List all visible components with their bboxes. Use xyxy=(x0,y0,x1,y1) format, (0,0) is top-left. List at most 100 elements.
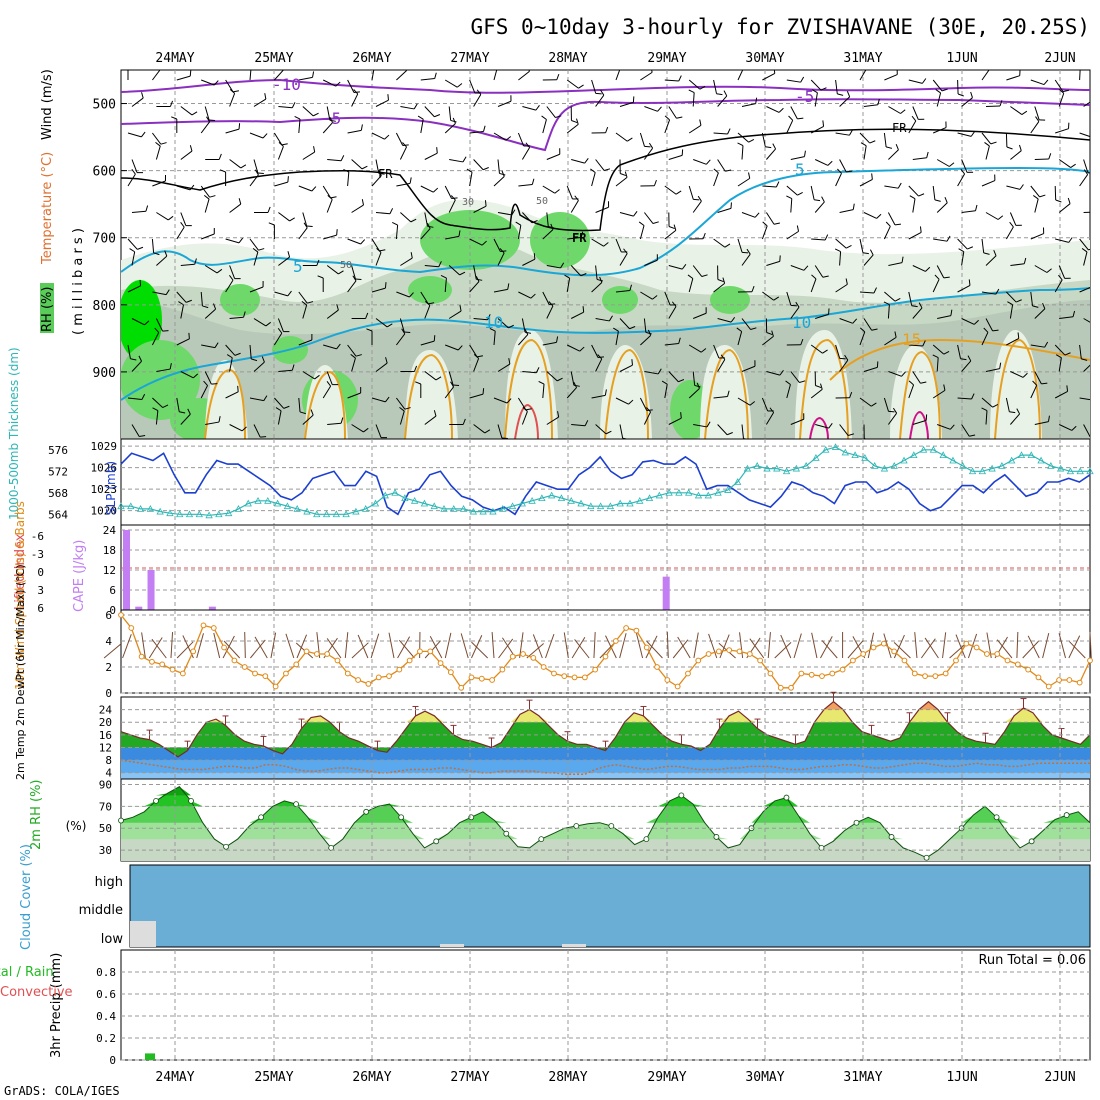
contour-label-5-b: 5 xyxy=(795,160,805,179)
wind-barb xyxy=(741,424,744,439)
wind-barb xyxy=(839,96,851,107)
wind-barb xyxy=(152,180,166,187)
wind-barb xyxy=(546,305,554,319)
wind-barb xyxy=(985,318,994,332)
wind10m-point xyxy=(685,670,691,677)
rh2m-grid xyxy=(121,779,1090,861)
wind-barb xyxy=(713,172,719,187)
rh2m-tick-label: 30 xyxy=(99,844,112,857)
ylabel-rh: RH (%) xyxy=(40,287,55,332)
wind-barb-flag xyxy=(409,292,414,298)
wind-barb-flag xyxy=(699,85,706,90)
wind-barb xyxy=(351,93,359,107)
wind-barb xyxy=(863,318,873,331)
wind-barb-flag xyxy=(141,92,144,99)
wind-barb xyxy=(936,357,939,372)
wind-barb xyxy=(448,106,452,121)
wind-barb xyxy=(375,212,390,215)
wind-barb xyxy=(961,251,965,266)
wind-barb-flag xyxy=(258,248,265,251)
wind-barb xyxy=(225,79,234,93)
wind-barb xyxy=(961,360,972,372)
wind-barb-flag xyxy=(1019,184,1024,190)
wind10m-barb xyxy=(1068,635,1081,659)
wind-barb-flag xyxy=(185,299,192,303)
wind-barb xyxy=(302,151,315,160)
precip-bar xyxy=(145,1053,155,1060)
wind-barb-flag xyxy=(355,278,362,281)
wind-barb xyxy=(1083,364,1090,372)
wind-barb xyxy=(1010,106,1023,115)
wind-barb-flag xyxy=(152,407,159,412)
wind-barb xyxy=(473,265,477,280)
wind-barb-flag xyxy=(404,407,411,410)
wind-barb xyxy=(298,185,313,192)
wind-barb xyxy=(518,334,529,346)
wind-barb xyxy=(761,225,768,240)
wind-barb xyxy=(985,368,1000,372)
slp-tick-label: 1020 xyxy=(91,505,118,518)
wind10m-tick-label: 0 xyxy=(105,687,112,700)
wind-barb-flag xyxy=(1016,408,1021,415)
thickness-point xyxy=(959,462,967,469)
thickness-slp-axis: 1029 1026 1023 1020 576 572 568 564 xyxy=(48,440,117,521)
wind-barb xyxy=(469,238,483,246)
wind10m-barb xyxy=(1089,632,1092,659)
wind-barb-flag xyxy=(629,284,632,291)
wind-barb xyxy=(399,410,405,425)
wind10m-barb xyxy=(942,632,947,659)
wind-barb-flag xyxy=(501,437,508,439)
wind-barb-flag xyxy=(820,87,827,91)
wind-barb-flag xyxy=(361,199,364,206)
wind-barb xyxy=(229,316,244,319)
wind-barb xyxy=(473,424,486,434)
ylabel-cape: CAPE (J/kg) xyxy=(72,540,87,612)
wind-barb xyxy=(1058,424,1073,431)
wind-barb-flag xyxy=(694,384,701,388)
wind-barb-flag xyxy=(1041,382,1048,385)
wind-barb-flag xyxy=(489,327,496,332)
wind-barb xyxy=(155,318,163,332)
wind-barb-flag xyxy=(975,204,978,211)
wind-barb-flag xyxy=(740,63,744,67)
wind-barb xyxy=(1006,75,1020,81)
cloud-level-high: high xyxy=(95,875,123,890)
wind-barb-flag xyxy=(678,337,681,344)
wind-barb xyxy=(595,424,607,435)
wind-barb xyxy=(395,132,404,146)
wind-barb-flag xyxy=(892,407,898,414)
wind-barb xyxy=(444,386,455,399)
wind-barb xyxy=(737,132,749,143)
wind-barb xyxy=(664,384,668,399)
wind10m-point xyxy=(169,666,176,673)
wind-barb xyxy=(273,132,283,146)
wind10m-point xyxy=(1045,683,1052,690)
wind-barbs xyxy=(127,63,1090,439)
wind-barb-flag xyxy=(1017,332,1020,339)
wind-barb-flag xyxy=(631,359,633,366)
wind-barb-flag xyxy=(995,288,1000,295)
rh2m-point xyxy=(468,814,475,821)
wind-barb xyxy=(347,344,357,357)
wind10m-barb xyxy=(398,639,415,659)
wind-barb xyxy=(1054,344,1066,356)
wind-barb-flag xyxy=(130,358,137,361)
wind-barb xyxy=(859,238,864,253)
thickness-point xyxy=(626,499,634,507)
wind-barb-flag xyxy=(145,205,149,212)
wind10m-point xyxy=(715,648,722,655)
wind10m-barb xyxy=(593,632,596,659)
rh2m-tick-label: 70 xyxy=(99,800,112,813)
wind-barb xyxy=(814,201,825,213)
wind-barb xyxy=(277,410,282,425)
wind-barb xyxy=(615,132,628,142)
wind-barb-flag xyxy=(723,90,728,97)
wind-barb xyxy=(810,388,823,399)
wind-barb-flag xyxy=(941,88,948,92)
wind-barb-flag xyxy=(1055,199,1062,203)
wind-barb-flag xyxy=(238,198,242,205)
wind-barb-flag xyxy=(436,147,438,154)
wind-barb-flag xyxy=(180,222,185,228)
wind-barb xyxy=(1054,279,1063,293)
wind-barb-flag xyxy=(264,93,267,100)
